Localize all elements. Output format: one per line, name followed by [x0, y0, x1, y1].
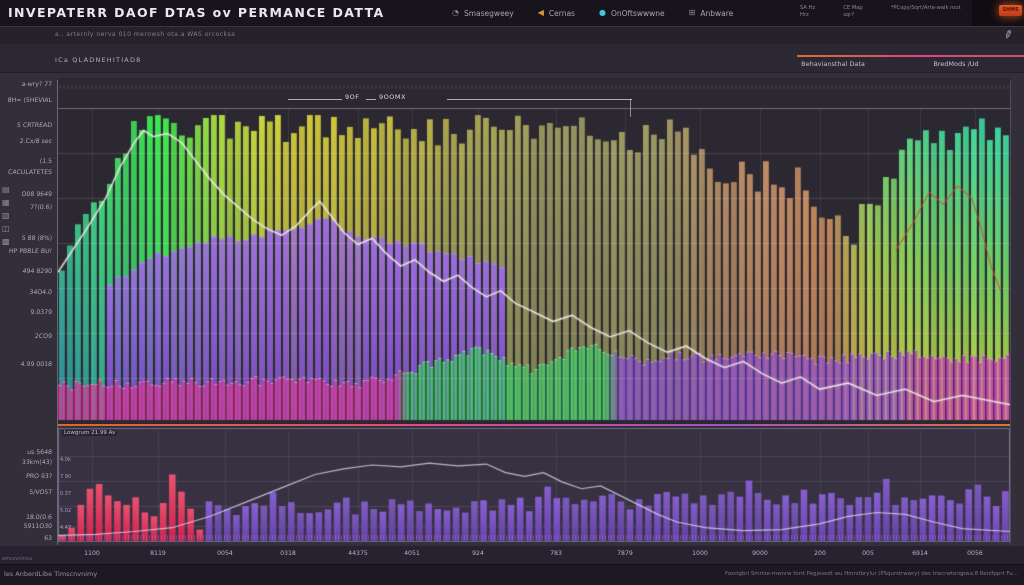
- y-axis-label: (1.5: [0, 158, 52, 165]
- rewind-icon: ◀: [538, 9, 544, 17]
- sub-inner-y-label: 4.0k: [60, 457, 71, 463]
- menu-item[interactable]: ● OnOftswwwne: [599, 9, 665, 18]
- y-axis-label: O08 9649: [0, 191, 52, 198]
- y-axis-label: 2.Cx/8 sec: [0, 138, 52, 145]
- title-bar: INVEPATERR DAOF DTAS ov PERMANCE DATTA ◔…: [0, 0, 1024, 26]
- x-axis-label: 1000: [692, 550, 708, 557]
- status-right-text: Foxrtgbrl Smrtse-mwnrw forrt Pegjesedt w…: [725, 571, 1018, 577]
- menu-item-label: Smasegweey: [464, 9, 514, 18]
- y-axis-label: CACULATETES: [0, 169, 52, 176]
- x-axis-label: 005: [862, 550, 874, 557]
- toolbar: [0, 44, 1024, 73]
- y-axis-label: 2CO9: [0, 333, 52, 340]
- secondary-menu-item[interactable]: SA HzHrz: [800, 5, 815, 20]
- tab-1[interactable]: Behaviansthal Data: [801, 60, 865, 68]
- y-axis-label: us 5648: [0, 449, 52, 456]
- y-axis-label: a-wry? 77: [0, 81, 52, 88]
- y-axis-label: 494 8290: [0, 268, 52, 275]
- secondary-menu-item[interactable]: CE Mapsqr?: [843, 5, 863, 20]
- x-axis-label: 8119: [150, 550, 166, 557]
- sub-inner-y-label: 5.02: [60, 508, 71, 514]
- x-axis-label: 200: [814, 550, 826, 557]
- sub-inner-y-label: 4.47: [60, 525, 71, 531]
- sub-inner-y-label: 0.37: [60, 491, 71, 497]
- sub-histogram-chart[interactable]: [58, 426, 1010, 546]
- y-axis-label: 5911O30: [0, 523, 52, 530]
- annotation-tick: [630, 99, 631, 117]
- menu-item-label: OnOftswwwne: [611, 9, 665, 18]
- menu-item[interactable]: ◀ Cernas: [538, 9, 575, 18]
- main-menu: ◔ Smasegweey ◀ Cernas ● OnOftswwwne ⊞ Anbware: [452, 0, 733, 26]
- annotation-line-right: [447, 99, 632, 100]
- secondary-menu-item[interactable]: *PCopy/Sqrt/Arte-walk rout: [891, 5, 961, 20]
- x-axis-label: 4051: [404, 550, 420, 557]
- y-axis-label: 8H≈ (5HEVIAL: [0, 97, 52, 104]
- tab-underline: [797, 55, 1024, 57]
- menu-item[interactable]: ◔ Smasegweey: [452, 9, 514, 18]
- clock-icon: ◔: [452, 9, 459, 17]
- x-axis-label: 783: [550, 550, 562, 557]
- y-axis-label: 7?(0.6): [0, 204, 52, 211]
- sub-chart-label: Lowgrum 21.99 Av: [62, 430, 117, 436]
- x-axis-label: 924: [472, 550, 484, 557]
- x-axis-label: 0054: [217, 550, 233, 557]
- x-axis-label: 44375: [348, 550, 368, 557]
- main-spectral-chart[interactable]: [58, 78, 1010, 424]
- y-axis-label: 33km(43): [0, 459, 52, 466]
- y-axis-label: 34O4.0: [0, 289, 52, 296]
- menu-item-label: Anbware: [700, 9, 733, 18]
- menu-item[interactable]: ⊞ Anbware: [689, 9, 734, 18]
- y-axis-label: 18.0(0.6: [0, 514, 52, 521]
- menu-item-label: Cernas: [549, 9, 575, 18]
- x-axis-label: 9000: [752, 550, 768, 557]
- tab-2[interactable]: BredMods /Ud: [933, 60, 978, 68]
- secondary-menu: SA HzHrz CE Mapsqr? *PCopy/Sqrt/Arte-walk …: [800, 5, 961, 20]
- right-axis-line: [1010, 80, 1011, 545]
- annotation-label-left: 9OF: [345, 93, 360, 101]
- y-axis-label: 5/VO5T: [0, 489, 52, 496]
- x-axis-label: 0056: [967, 550, 983, 557]
- y-axis-label: 63: [0, 535, 52, 542]
- subtitle-text: a.. arternly nerva 010 merowsh ota.a WAS…: [55, 31, 235, 38]
- x-axis-label: 6914: [912, 550, 928, 557]
- y-axis-label: HP PBBLE BU!: [0, 248, 52, 255]
- sub-inner-y-label: 7.90: [60, 474, 71, 480]
- annotation-label-right: 9OOMX: [379, 93, 406, 101]
- left-tool-icon-4[interactable]: ◫: [2, 225, 10, 233]
- app-title: INVEPATERR DAOF DTAS ov PERMANCE DATTA: [8, 5, 385, 20]
- annotation-line-left: [288, 99, 342, 100]
- toolbar-label: ICa QLADNEHITIAD8: [55, 56, 142, 64]
- annotation-line-mid: [366, 99, 376, 100]
- status-left-text: les AnberdLibe Timscnvnimy: [4, 570, 97, 578]
- y-axis-label: 5 88 (8%): [0, 235, 52, 242]
- y-axis-label: 5 CRTREAD: [0, 122, 52, 129]
- dot-icon: ●: [599, 9, 606, 17]
- x-axis-label: 0318: [280, 550, 296, 557]
- x-axis-label: 1100: [84, 550, 100, 557]
- left-tool-icon-3[interactable]: ▧: [2, 212, 10, 220]
- record-button[interactable]: SHMS: [999, 5, 1022, 16]
- bottom-mini-text: emcsvnmsu: [2, 556, 32, 562]
- y-axis-label: 9.0379: [0, 309, 52, 316]
- y-axis-label: 4.99 0018: [0, 361, 52, 368]
- x-axis-label: 7879: [617, 550, 633, 557]
- grid-icon: ⊞: [689, 9, 696, 17]
- app-window: INVEPATERR DAOF DTAS ov PERMANCE DATTA ◔…: [0, 0, 1024, 585]
- y-axis-label: PRO 93?: [0, 473, 52, 480]
